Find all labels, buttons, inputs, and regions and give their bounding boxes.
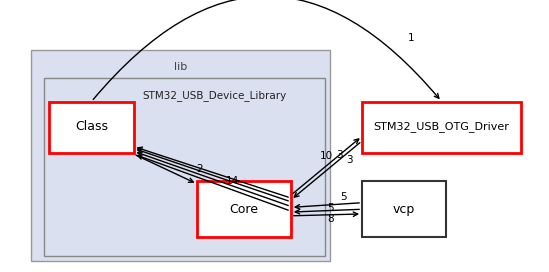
Text: 5: 5 — [327, 203, 334, 213]
Text: STM32_USB_Device_Library: STM32_USB_Device_Library — [142, 90, 286, 101]
Text: 2: 2 — [196, 164, 203, 174]
Bar — [31, 50, 330, 261]
Text: STM32_USB_OTG_Driver: STM32_USB_OTG_Driver — [374, 121, 509, 132]
Bar — [362, 181, 446, 237]
Bar — [49, 101, 133, 153]
Text: 8: 8 — [327, 214, 334, 224]
Text: 3: 3 — [346, 155, 353, 165]
Text: 10: 10 — [320, 151, 333, 161]
Text: 3: 3 — [337, 150, 343, 160]
Text: Core: Core — [229, 203, 259, 216]
Text: Class: Class — [75, 120, 108, 133]
Text: lib: lib — [174, 62, 187, 72]
Bar — [362, 101, 521, 153]
Text: vcp: vcp — [393, 203, 415, 216]
Bar — [44, 78, 324, 256]
Text: 14: 14 — [226, 176, 239, 186]
Text: 1: 1 — [407, 33, 414, 43]
Text: 5: 5 — [340, 192, 346, 202]
Bar — [197, 181, 291, 237]
